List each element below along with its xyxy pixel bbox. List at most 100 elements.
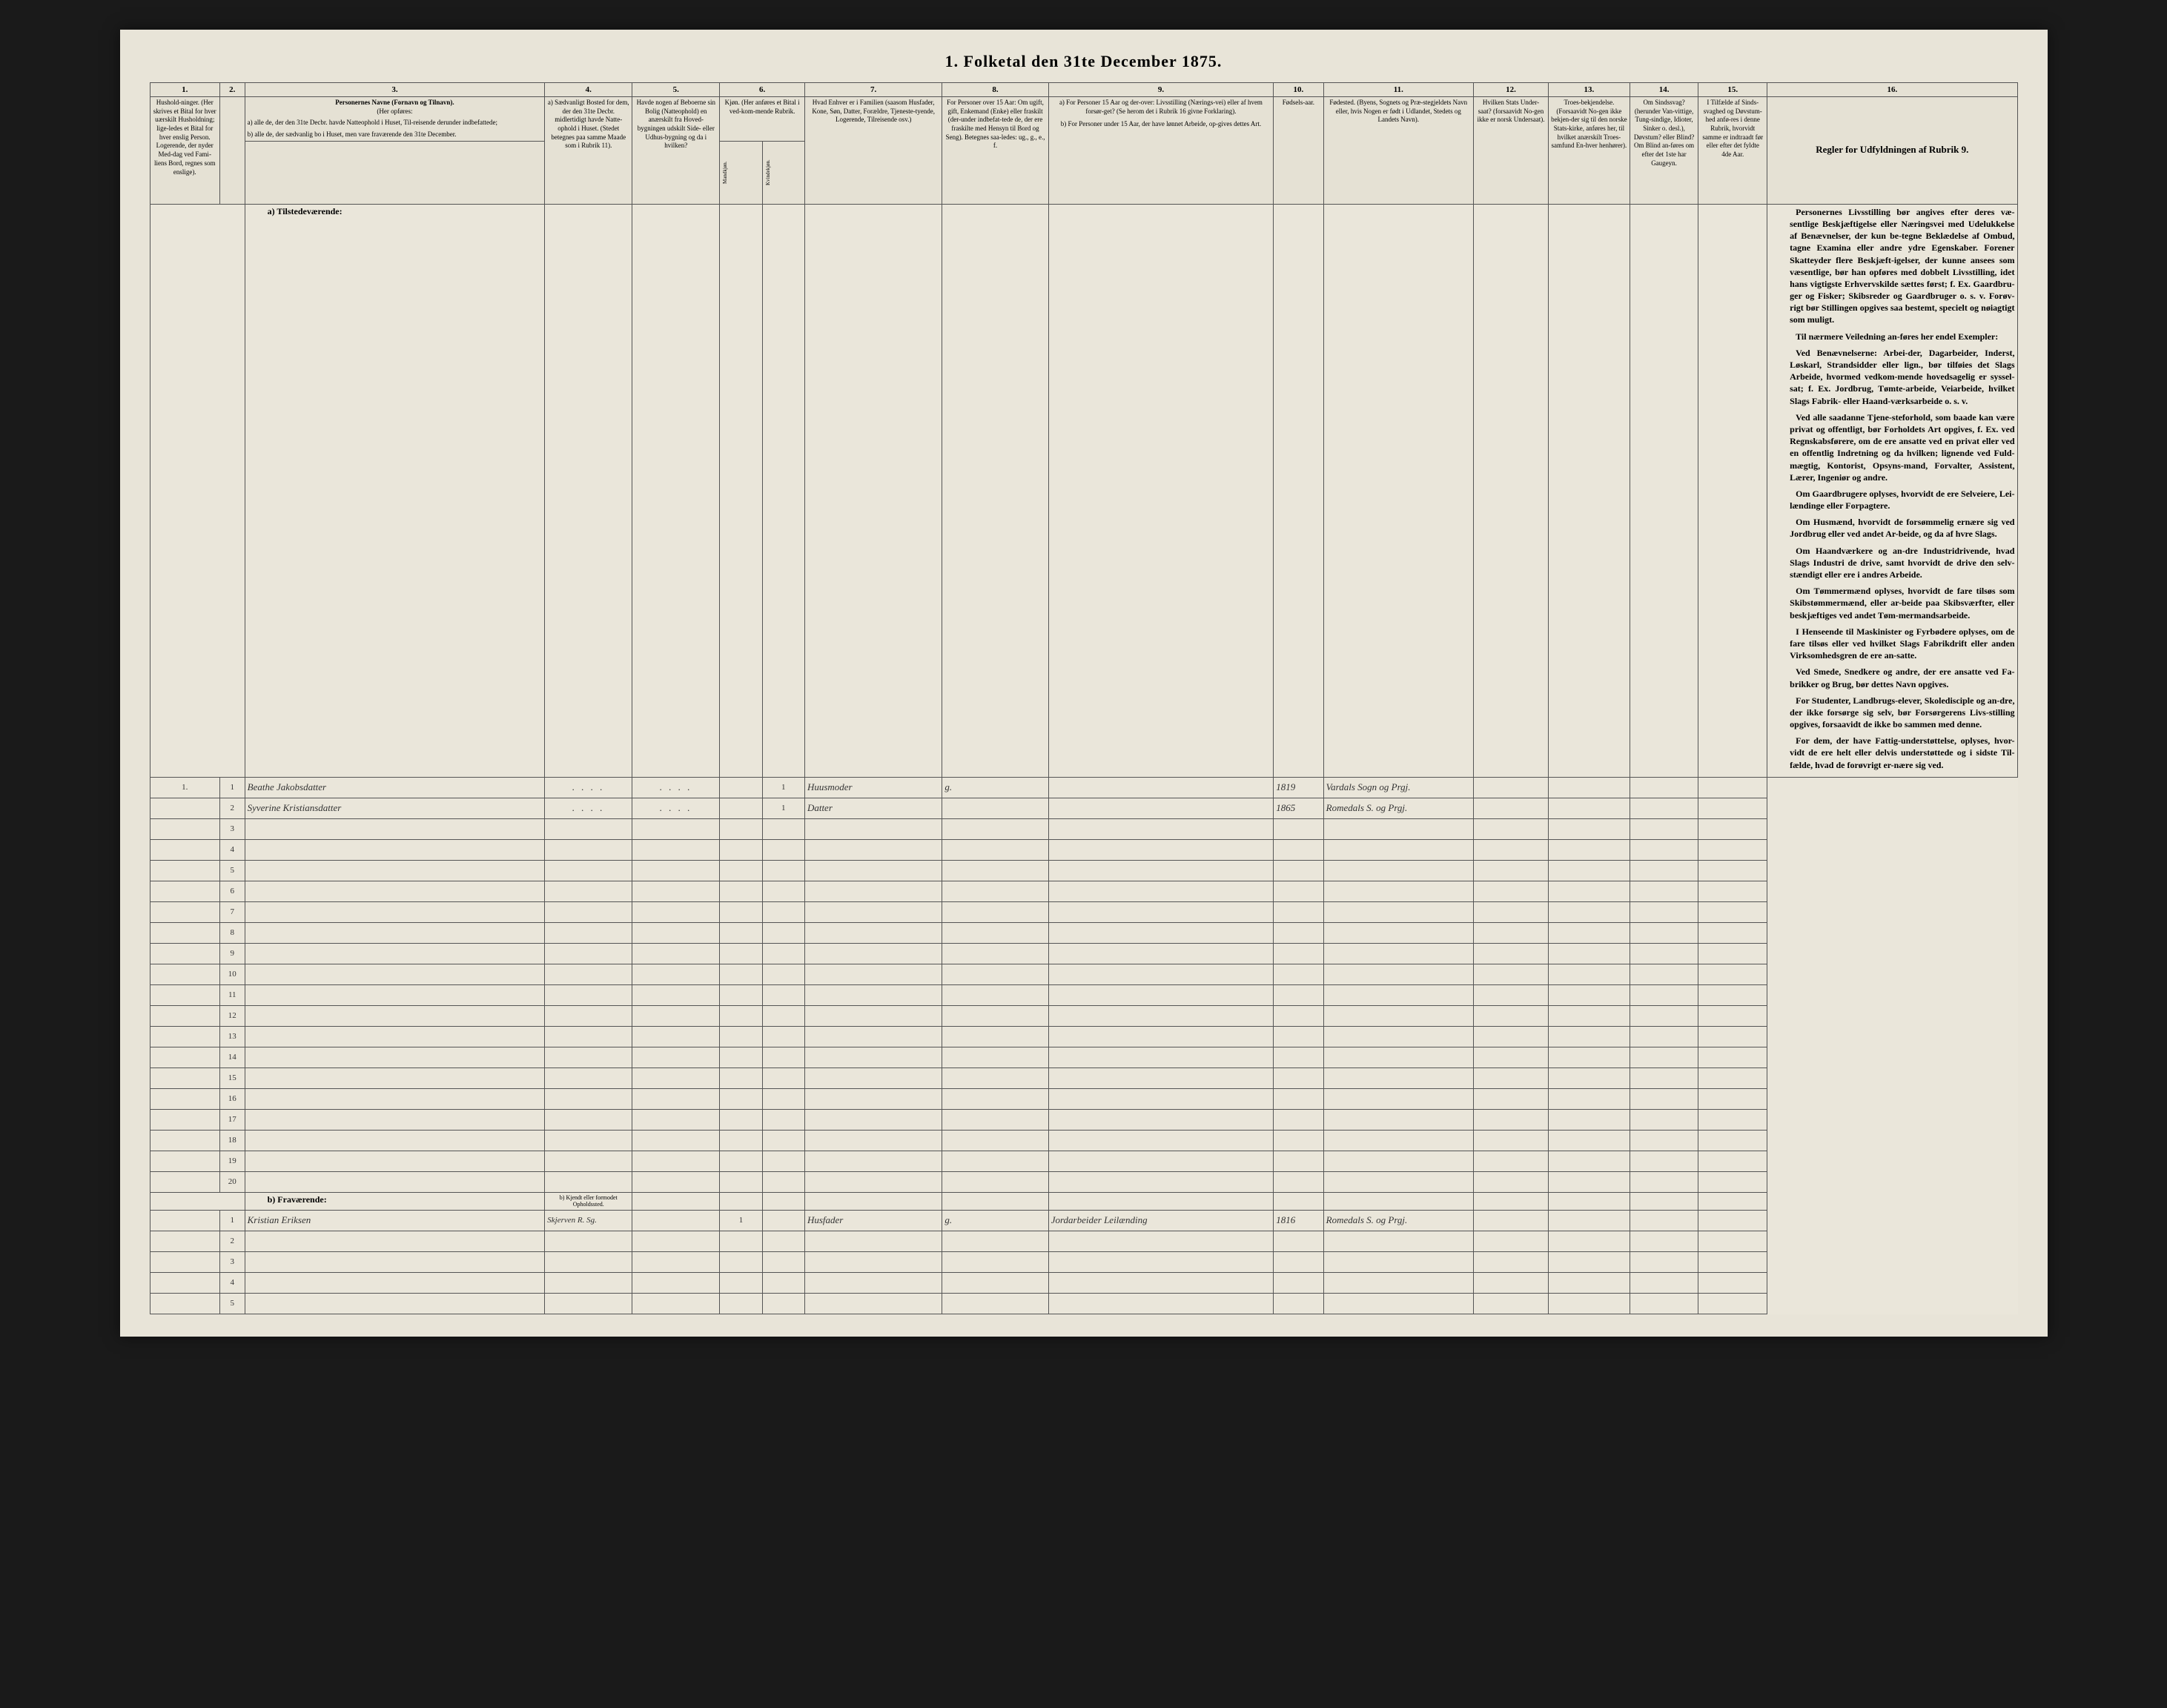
page-title: 1. Folketal den 31te December 1875. bbox=[150, 52, 2018, 71]
table-row: 20 bbox=[150, 1171, 2017, 1192]
table-row: 4 bbox=[150, 839, 2017, 860]
colnum-3: 3. bbox=[245, 83, 545, 97]
header-9: a) For Personer 15 Aar og der-over: Livs… bbox=[1048, 97, 1273, 205]
colnum-10: 10. bbox=[1274, 83, 1323, 97]
person-num: 18 bbox=[219, 1130, 245, 1151]
colnum-1: 1. bbox=[150, 83, 219, 97]
colnum-15: 15. bbox=[1698, 83, 1767, 97]
person-num: 14 bbox=[219, 1047, 245, 1068]
h9-b: b) For Personer under 15 Aar, der have l… bbox=[1051, 116, 1271, 129]
birth-year: 1819 bbox=[1274, 777, 1323, 798]
person-name: Kristian Eriksen bbox=[245, 1210, 545, 1231]
table-row: 9 bbox=[150, 943, 2017, 964]
h3-a: a) alle de, der den 31te Decbr. havde Na… bbox=[248, 116, 543, 128]
cell-15 bbox=[1698, 798, 1767, 818]
colnum-7: 7. bbox=[804, 83, 942, 97]
table-row: 4 bbox=[150, 1272, 2017, 1293]
table-row: 11 bbox=[150, 984, 2017, 1005]
birth-place: Romedals S. og Prgj. bbox=[1323, 798, 1473, 818]
cell-15 bbox=[1698, 777, 1767, 798]
section-b-col4: b) Kjendt eller formodet Opholdssted. bbox=[545, 1192, 632, 1210]
cell-14 bbox=[1630, 777, 1698, 798]
header-1: Hushold-ninger. (Her skrives et Bital fo… bbox=[150, 97, 219, 205]
section-a-label: a) Tilstedeværende: bbox=[245, 204, 545, 777]
birth-place: Romedals S. og Prgj. bbox=[1323, 1210, 1473, 1231]
h3-sub: (Her opføres: bbox=[248, 107, 543, 116]
table-row: 5 bbox=[150, 1293, 2017, 1314]
person-num: 5 bbox=[219, 1293, 245, 1314]
sex-f: 1 bbox=[762, 777, 804, 798]
sex-m: 1 bbox=[720, 1210, 762, 1231]
birth-place: Vardals Sogn og Prgj. bbox=[1323, 777, 1473, 798]
h9-a: a) For Personer 15 Aar og der-over: Livs… bbox=[1051, 99, 1271, 116]
table-row: 18 bbox=[150, 1130, 2017, 1151]
rules-text: Personernes Livsstilling bør angives eft… bbox=[1767, 204, 2017, 777]
header-4: a) Sædvanligt Bosted for dem, der den 31… bbox=[545, 97, 632, 205]
header-16: Regler for Udfyldningen af Rubrik 9. bbox=[1767, 97, 2017, 205]
occupation bbox=[1048, 777, 1273, 798]
table-row: 16 bbox=[150, 1088, 2017, 1109]
marital: g. bbox=[942, 1210, 1048, 1231]
colnum-5: 5. bbox=[632, 83, 720, 97]
table-row: 6 bbox=[150, 881, 2017, 901]
birth-year: 1865 bbox=[1274, 798, 1323, 818]
cell-4: . . . . bbox=[545, 777, 632, 798]
person-num: 10 bbox=[219, 964, 245, 984]
occupation: Jordarbeider Leilænding bbox=[1048, 1210, 1273, 1231]
header-8: For Personer over 15 Aar: Om ugift, gift… bbox=[942, 97, 1048, 205]
person-num: 6 bbox=[219, 881, 245, 901]
cell-5: . . . . bbox=[632, 798, 720, 818]
person-num: 1 bbox=[219, 777, 245, 798]
header-3b bbox=[245, 141, 545, 204]
person-num: 3 bbox=[219, 1251, 245, 1272]
colnum-12: 12. bbox=[1473, 83, 1548, 97]
household-num bbox=[150, 1210, 219, 1231]
table-row: 2 bbox=[150, 1231, 2017, 1251]
person-num: 8 bbox=[219, 922, 245, 943]
header-5: Havde nogen af Beboerne sin Bolig (Natte… bbox=[632, 97, 720, 205]
cell-5 bbox=[632, 1210, 720, 1231]
person-num: 9 bbox=[219, 943, 245, 964]
person-name: Syverine Kristiansdatter bbox=[245, 798, 545, 818]
header-row: Hushold-ninger. (Her skrives et Bital fo… bbox=[150, 97, 2017, 142]
person-num: 16 bbox=[219, 1088, 245, 1109]
header-3: Personernes Navne (Fornavn og Tilnavn). … bbox=[245, 97, 545, 142]
table-row: 19 bbox=[150, 1151, 2017, 1171]
table-row: 14 bbox=[150, 1047, 2017, 1068]
role: Huusmoder bbox=[804, 777, 942, 798]
header-14: Om Sindssvag? (herunder Van-vittige, Tun… bbox=[1630, 97, 1698, 205]
table-row: 12 bbox=[150, 1005, 2017, 1026]
household-num: 1. bbox=[150, 777, 219, 798]
sex-m bbox=[720, 798, 762, 818]
section-a-row: a) Tilstedeværende: Personernes Livsstil… bbox=[150, 204, 2017, 777]
person-num: 19 bbox=[219, 1151, 245, 1171]
header-10: Fødsels-aar. bbox=[1274, 97, 1323, 205]
table-row: 1. 1 Beathe Jakobsdatter . . . . . . . .… bbox=[150, 777, 2017, 798]
household-num bbox=[150, 798, 219, 818]
colnum-4: 4. bbox=[545, 83, 632, 97]
person-num: 11 bbox=[219, 984, 245, 1005]
census-table: 1. 2. 3. 4. 5. 6. 7. 8. 9. 10. 11. 12. 1… bbox=[150, 82, 2018, 1314]
cell-14 bbox=[1630, 798, 1698, 818]
colnum-16: 16. bbox=[1767, 83, 2017, 97]
section-b-label: b) Fraværende: bbox=[245, 1192, 545, 1210]
header-6a: Mandkjøn. bbox=[720, 141, 762, 204]
table-row: 15 bbox=[150, 1068, 2017, 1088]
table-row: 8 bbox=[150, 922, 2017, 943]
colnum-row: 1. 2. 3. 4. 5. 6. 7. 8. 9. 10. 11. 12. 1… bbox=[150, 83, 2017, 97]
occupation bbox=[1048, 798, 1273, 818]
person-num: 7 bbox=[219, 901, 245, 922]
table-row: 13 bbox=[150, 1026, 2017, 1047]
colnum-9: 9. bbox=[1048, 83, 1273, 97]
header-13: Troes-bekjendelse. (Forsaavidt No-gen ik… bbox=[1549, 97, 1630, 205]
header-2 bbox=[219, 97, 245, 205]
table-row: 5 bbox=[150, 860, 2017, 881]
marital: g. bbox=[942, 777, 1048, 798]
person-num: 13 bbox=[219, 1026, 245, 1047]
table-row: 2 Syverine Kristiansdatter . . . . . . .… bbox=[150, 798, 2017, 818]
table-row: 17 bbox=[150, 1109, 2017, 1130]
colnum-2: 2. bbox=[219, 83, 245, 97]
person-num: 15 bbox=[219, 1068, 245, 1088]
person-num: 1 bbox=[219, 1210, 245, 1231]
person-num: 5 bbox=[219, 860, 245, 881]
